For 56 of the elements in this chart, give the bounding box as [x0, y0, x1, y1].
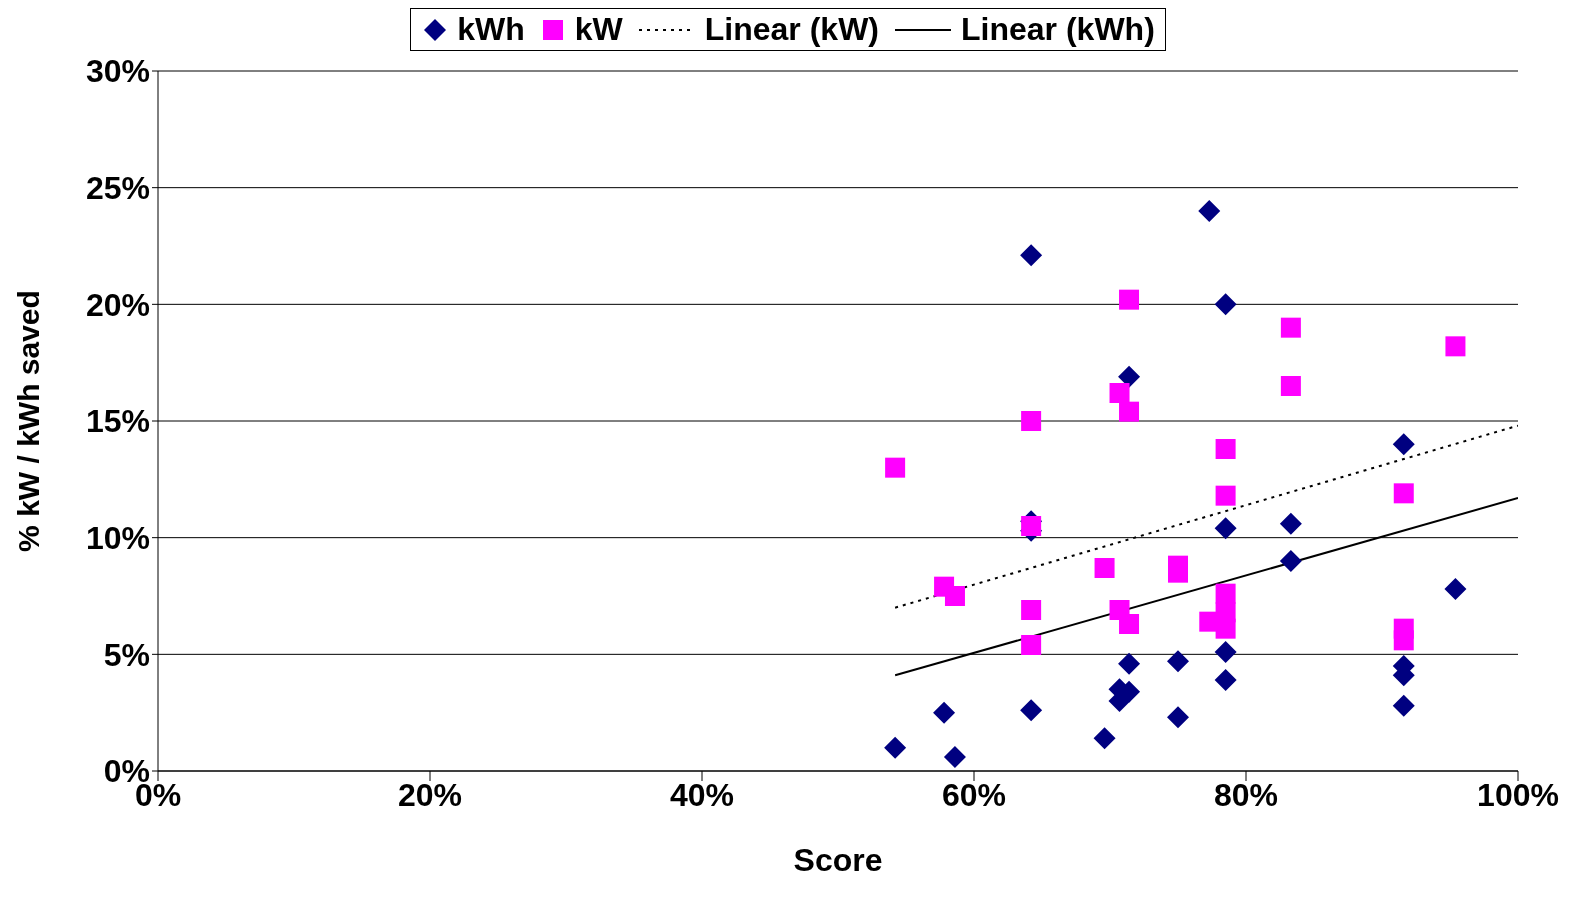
point — [884, 736, 907, 759]
point — [1214, 517, 1237, 540]
point — [933, 701, 956, 724]
x-tick-label: 40% — [669, 776, 735, 813]
point — [1214, 669, 1237, 691]
point — [944, 586, 965, 606]
x-tick-label: 80% — [1213, 776, 1279, 813]
point — [1093, 727, 1116, 750]
point — [1393, 483, 1414, 504]
point — [1393, 630, 1414, 651]
point — [1198, 200, 1221, 222]
y-axis-title: % kW / kWh saved — [11, 290, 45, 552]
point — [1021, 600, 1042, 620]
legend-label: Linear (kW) — [704, 11, 879, 48]
point — [1021, 411, 1042, 431]
point — [1279, 512, 1302, 535]
point — [1392, 433, 1415, 456]
point — [1119, 289, 1140, 310]
point — [1215, 485, 1236, 506]
point — [1109, 383, 1130, 403]
point — [1167, 650, 1189, 673]
legend-label: kWh — [457, 11, 525, 48]
y-tick-label: 20% — [85, 286, 150, 323]
x-tick-label: 100% — [1477, 776, 1559, 813]
point — [1279, 550, 1302, 572]
point — [1445, 336, 1466, 357]
point — [1021, 516, 1042, 536]
point — [1118, 365, 1141, 388]
point — [1167, 706, 1189, 729]
point — [1021, 635, 1042, 655]
point — [1214, 641, 1237, 663]
point — [1280, 376, 1301, 396]
y-tick-label: 10% — [85, 520, 150, 557]
point — [1119, 614, 1140, 634]
point — [1119, 401, 1140, 422]
point — [1280, 317, 1301, 338]
y-tick-label: 25% — [85, 170, 150, 207]
y-tick-label: 30% — [85, 53, 150, 90]
x-axis-title: Score — [793, 842, 883, 878]
x-tick-label: 60% — [941, 776, 1007, 813]
point — [1392, 694, 1415, 717]
y-tick-label: 5% — [103, 636, 150, 673]
x-tick-label: 20% — [397, 776, 463, 813]
point — [885, 457, 906, 478]
y-tick-label: 15% — [85, 403, 150, 440]
point — [1214, 293, 1237, 316]
point — [1118, 652, 1141, 675]
point — [1020, 699, 1043, 722]
point — [1215, 583, 1236, 604]
legend-label: kW — [574, 11, 623, 48]
point — [943, 746, 966, 768]
point — [1094, 558, 1115, 578]
point — [1020, 244, 1043, 267]
point — [1444, 578, 1467, 600]
point — [1215, 439, 1236, 459]
legend-label: Linear (kWh) — [961, 11, 1155, 48]
